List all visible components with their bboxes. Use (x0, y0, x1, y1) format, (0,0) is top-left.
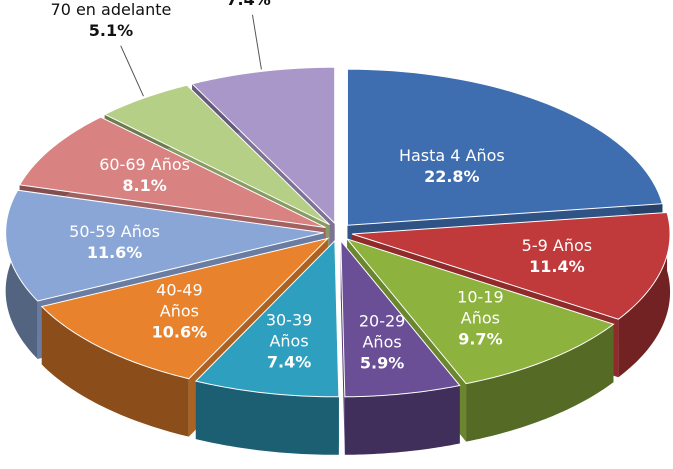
slice-side (41, 306, 189, 437)
value-label: 11.6% (86, 242, 143, 262)
slice-label: 70 en adelante 5.1% (26, 0, 196, 41)
slice (18, 116, 326, 228)
slice-label: 30-39 Años 7.4% (258, 310, 320, 373)
category-label: 70 en adelante (50, 0, 172, 19)
slice-label: 5-9 Años 11.4% (502, 235, 612, 277)
slice-label: Hasta 4 Años 22.8% (397, 145, 507, 187)
value-label: 11.4% (529, 257, 585, 277)
value-label: 8.1% (122, 176, 167, 196)
slice-label: 20-29 Años 5.9% (351, 310, 413, 373)
slice-side (195, 381, 339, 455)
slice-label: No especifica7.4% (164, 0, 334, 10)
value-label: 7.4% (266, 352, 312, 372)
slice (346, 68, 664, 226)
slice-label: 50-59 Años 11.6% (60, 221, 170, 263)
value-label: 5.9% (359, 353, 405, 373)
value-label: 10.6% (151, 322, 208, 342)
slice (103, 84, 330, 226)
slice-side (618, 212, 671, 378)
slice (191, 66, 336, 225)
category-label: 40-49 Años (156, 280, 203, 321)
slice (5, 189, 324, 302)
leader-line (251, 14, 262, 70)
value-label: 7.4% (164, 0, 334, 10)
category-label: 50-59 Años (69, 221, 160, 241)
slice-side (344, 385, 460, 455)
value-label: 5.1% (88, 20, 134, 40)
category-label: 10-19 Años (457, 287, 504, 328)
value-label: 9.7% (458, 329, 503, 349)
slice (340, 239, 461, 398)
slice-side (466, 324, 614, 442)
slice-label: 40-49 Años 10.6% (148, 280, 210, 343)
category-label: 30-39 Años (265, 310, 313, 351)
slice (40, 237, 330, 380)
slice-label: 60-69 Años 8.1% (90, 154, 200, 196)
category-label: 5-9 Años (521, 236, 593, 256)
category-label: 60-69 Años (99, 155, 190, 175)
value-label: 22.8% (424, 167, 480, 187)
category-label: 20-29 Años (358, 311, 406, 352)
slice-label: 10-19 Años 9.7% (449, 287, 511, 350)
category-label: Hasta 4 Años (398, 146, 505, 166)
slice (194, 239, 340, 398)
slice (351, 211, 671, 320)
slice (345, 237, 615, 385)
leader-line (120, 45, 144, 97)
